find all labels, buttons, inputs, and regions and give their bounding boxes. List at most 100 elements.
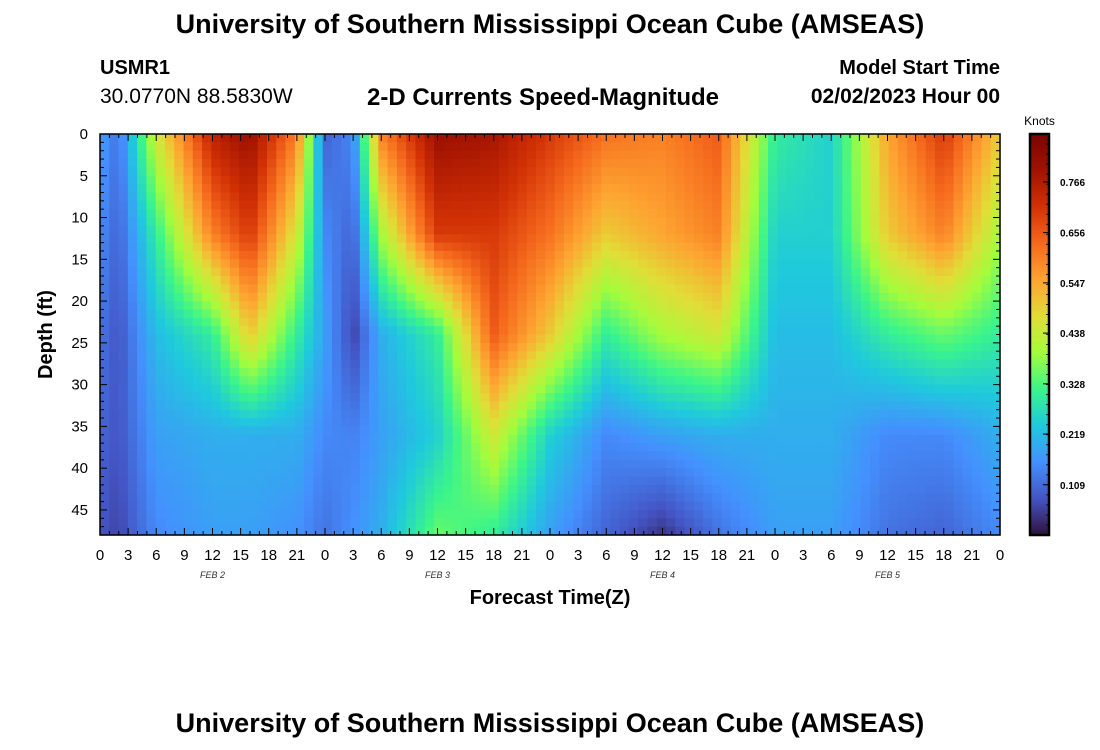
heatmap-cell xyxy=(359,284,370,294)
heatmap-cell xyxy=(118,209,129,219)
heatmap-cell xyxy=(239,134,250,143)
heatmap-cell xyxy=(276,459,287,469)
heatmap-cell xyxy=(369,426,379,436)
heatmap-cell xyxy=(768,317,778,327)
heatmap-cell xyxy=(591,192,602,202)
heatmap-cell xyxy=(118,259,129,269)
heatmap-cell xyxy=(424,459,435,469)
heatmap-cell xyxy=(257,159,268,169)
heatmap-cell xyxy=(239,401,250,411)
heatmap-cell xyxy=(341,342,352,352)
heatmap-cell xyxy=(777,167,788,177)
heatmap-cell xyxy=(647,384,658,394)
heatmap-cell xyxy=(990,367,1001,377)
heatmap-cell xyxy=(443,234,454,244)
heatmap-cell xyxy=(229,301,240,311)
heatmap-cell xyxy=(267,317,277,327)
heatmap-cell xyxy=(109,267,120,277)
heatmap-cell xyxy=(712,351,723,361)
heatmap-cell xyxy=(146,159,157,169)
heatmap-cell xyxy=(471,334,482,344)
heatmap-cell xyxy=(573,309,584,319)
heatmap-cell xyxy=(146,225,157,235)
heatmap-cell xyxy=(554,192,565,202)
heatmap-cell xyxy=(665,234,676,244)
heatmap-cell xyxy=(211,234,222,244)
heatmap-cell xyxy=(100,493,110,503)
heatmap-cell xyxy=(730,334,741,344)
heatmap-cell xyxy=(628,267,639,277)
heatmap-cell xyxy=(304,167,314,177)
x-tick-label: 12 xyxy=(204,547,221,564)
heatmap-cell xyxy=(545,309,556,319)
heatmap-cell xyxy=(164,134,175,143)
heatmap-cell xyxy=(480,292,491,302)
heatmap-cell xyxy=(109,384,120,394)
heatmap-cell xyxy=(916,301,927,311)
heatmap-cell xyxy=(823,267,834,277)
heatmap-cell xyxy=(730,376,741,386)
heatmap-cell xyxy=(536,384,546,394)
heatmap-cell xyxy=(202,367,212,377)
heatmap-cell xyxy=(554,217,565,227)
heatmap-cell xyxy=(526,175,537,185)
heatmap-cell xyxy=(526,150,537,160)
heatmap-cell xyxy=(693,234,704,244)
heatmap-cell xyxy=(832,192,843,202)
heatmap-cell xyxy=(703,267,713,277)
heatmap-cell xyxy=(805,418,816,427)
heatmap-cell xyxy=(276,242,287,252)
heatmap-cell xyxy=(137,209,147,219)
heatmap-cell xyxy=(248,501,259,511)
heatmap-cell xyxy=(795,468,806,478)
heatmap-cell xyxy=(146,359,157,369)
heatmap-cell xyxy=(378,225,389,235)
heatmap-cell xyxy=(860,392,871,402)
heatmap-cell xyxy=(424,317,435,327)
heatmap-cell xyxy=(795,476,806,486)
heatmap-cell xyxy=(369,384,379,394)
heatmap-cell xyxy=(452,209,463,219)
heatmap-cell xyxy=(907,451,918,461)
heatmap-cell xyxy=(489,317,500,327)
heatmap-cell xyxy=(721,192,732,202)
heatmap-cell xyxy=(591,326,602,336)
heatmap-cell xyxy=(925,359,936,369)
heatmap-cell xyxy=(851,184,862,194)
heatmap-cell xyxy=(248,134,259,143)
heatmap-cell xyxy=(146,292,157,302)
heatmap-cell xyxy=(415,242,426,252)
heatmap-cell xyxy=(220,468,231,478)
heatmap-cell xyxy=(749,317,760,327)
heatmap-cell xyxy=(508,259,519,269)
heatmap-cell xyxy=(146,334,157,344)
heatmap-cell xyxy=(313,484,324,494)
heatmap-cell xyxy=(962,401,973,411)
heatmap-cell xyxy=(619,392,630,402)
heatmap-cell xyxy=(257,326,268,336)
heatmap-cell xyxy=(229,484,240,494)
heatmap-cell xyxy=(452,250,463,260)
heatmap-cell xyxy=(359,518,370,528)
heatmap-cell xyxy=(972,468,983,478)
heatmap-cell xyxy=(675,392,686,402)
heatmap-cell xyxy=(591,234,602,244)
heatmap-cell xyxy=(313,150,324,160)
heatmap-cell xyxy=(304,509,314,519)
heatmap-cell xyxy=(851,484,862,494)
heatmap-cell xyxy=(211,493,222,503)
heatmap-cell xyxy=(823,276,834,285)
heatmap-cell xyxy=(118,509,129,519)
heatmap-cell xyxy=(823,526,834,536)
heatmap-cell xyxy=(665,451,676,461)
heatmap-cell xyxy=(703,518,713,528)
heatmap-cell xyxy=(211,518,222,528)
heatmap-cell xyxy=(517,359,528,369)
heatmap-cell xyxy=(127,292,138,302)
heatmap-cell xyxy=(805,443,816,453)
heatmap-cell xyxy=(972,509,983,519)
heatmap-cell xyxy=(322,409,333,419)
heatmap-cell xyxy=(935,192,945,202)
heatmap-cell xyxy=(202,150,212,160)
heatmap-cell xyxy=(703,509,713,519)
